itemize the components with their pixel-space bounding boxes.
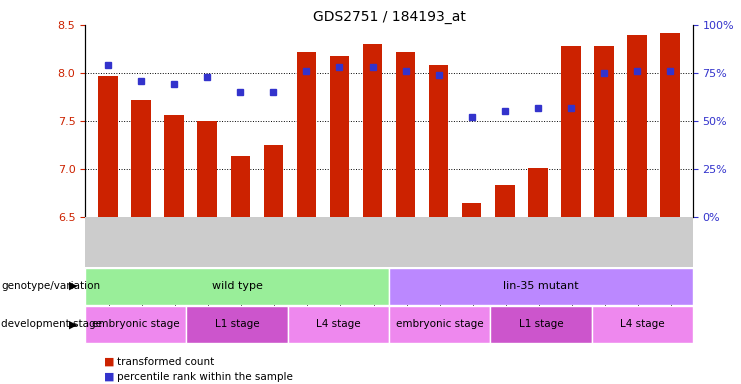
- Text: L1 stage: L1 stage: [215, 319, 259, 329]
- Text: ■: ■: [104, 357, 114, 367]
- Bar: [99, 76, 119, 217]
- Bar: [396, 52, 416, 217]
- Bar: [330, 56, 350, 217]
- Bar: [591, 306, 693, 343]
- Bar: [165, 115, 185, 217]
- Text: L4 stage: L4 stage: [316, 319, 361, 329]
- Bar: [491, 306, 591, 343]
- Text: lin-35 mutant: lin-35 mutant: [503, 281, 579, 291]
- Bar: [264, 145, 283, 217]
- Bar: [362, 44, 382, 217]
- Bar: [296, 52, 316, 217]
- Bar: [198, 121, 217, 217]
- Bar: [462, 203, 482, 217]
- Bar: [594, 46, 614, 217]
- Text: L4 stage: L4 stage: [620, 319, 665, 329]
- Bar: [528, 168, 548, 217]
- Bar: [389, 268, 693, 305]
- Bar: [561, 46, 580, 217]
- Bar: [85, 306, 187, 343]
- Bar: [230, 156, 250, 217]
- Text: percentile rank within the sample: percentile rank within the sample: [117, 372, 293, 382]
- Text: genotype/variation: genotype/variation: [1, 281, 101, 291]
- Text: embryonic stage: embryonic stage: [396, 319, 483, 329]
- Bar: [495, 185, 514, 217]
- Text: embryonic stage: embryonic stage: [92, 319, 179, 329]
- Text: L1 stage: L1 stage: [519, 319, 563, 329]
- Bar: [428, 65, 448, 217]
- Text: ▶: ▶: [70, 281, 78, 291]
- Bar: [85, 268, 389, 305]
- Text: wild type: wild type: [212, 281, 262, 291]
- Text: GDS2751 / 184193_at: GDS2751 / 184193_at: [313, 10, 465, 23]
- Bar: [627, 35, 647, 217]
- Bar: [659, 33, 679, 217]
- Bar: [288, 306, 389, 343]
- Text: development stage: development stage: [1, 319, 102, 329]
- Bar: [131, 100, 151, 217]
- Text: ▶: ▶: [70, 319, 78, 329]
- Text: transformed count: transformed count: [117, 357, 214, 367]
- Text: ■: ■: [104, 372, 114, 382]
- Bar: [389, 306, 491, 343]
- Bar: [187, 306, 288, 343]
